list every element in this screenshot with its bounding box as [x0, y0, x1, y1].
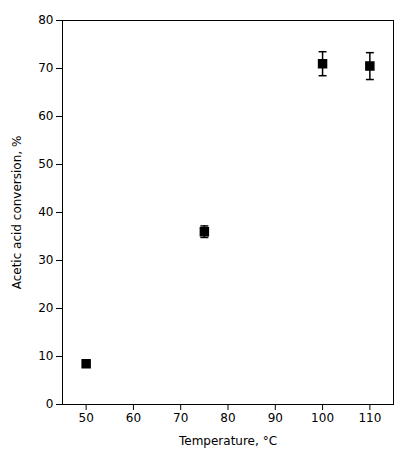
svg-text:Acetic acid conversion, %: Acetic acid conversion, % — [10, 136, 24, 290]
svg-text:20: 20 — [38, 301, 53, 315]
svg-text:0: 0 — [46, 397, 54, 411]
svg-text:80: 80 — [38, 13, 53, 27]
svg-text:40: 40 — [38, 205, 53, 219]
svg-text:70: 70 — [173, 411, 188, 425]
svg-text:10: 10 — [38, 349, 53, 363]
svg-text:Temperature, °C: Temperature, °C — [178, 434, 277, 448]
svg-text:110: 110 — [358, 411, 381, 425]
svg-text:60: 60 — [126, 411, 141, 425]
svg-text:100: 100 — [311, 411, 334, 425]
svg-text:80: 80 — [220, 411, 235, 425]
svg-text:50: 50 — [79, 411, 94, 425]
svg-text:90: 90 — [268, 411, 283, 425]
svg-text:60: 60 — [38, 109, 53, 123]
svg-text:70: 70 — [38, 61, 53, 75]
svg-text:50: 50 — [38, 157, 53, 171]
svg-text:30: 30 — [38, 253, 53, 267]
